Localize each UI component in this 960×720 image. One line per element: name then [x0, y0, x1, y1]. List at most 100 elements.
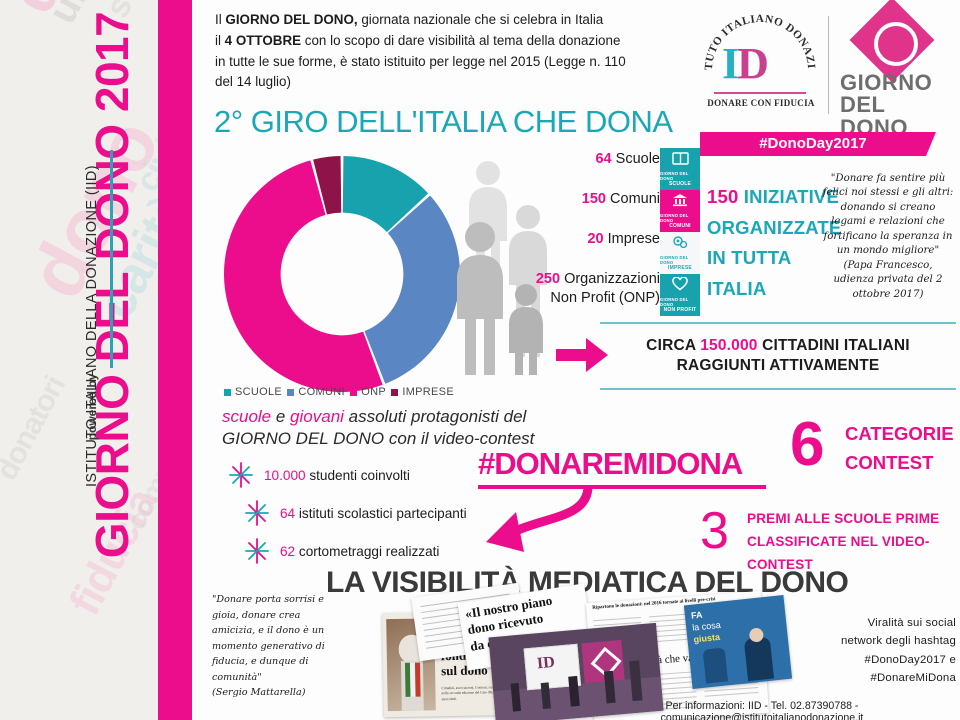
legend-item: SCUOLE — [224, 386, 282, 398]
badge-prefix: GIORNO DEL DONO — [660, 170, 689, 181]
iid-monogram: ID — [722, 39, 769, 88]
badge-prefix: GIORNO DEL DONO — [660, 213, 689, 223]
iid-rule — [714, 92, 806, 94]
legend-swatch — [391, 388, 399, 396]
stat-label: Comuni — [610, 191, 660, 208]
bullet-row: 10.000 studenti coinvolti — [226, 456, 526, 494]
bullet-text: studenti coinvolti — [305, 467, 410, 483]
reach-rule-bottom — [600, 387, 956, 390]
asterisk-icon — [245, 500, 269, 526]
badge-prefix: GIORNO DEL DONO — [660, 255, 689, 265]
gd-line1: GIORNO — [840, 70, 933, 95]
logo-block: ISTITUTO ITALIANO DONAZIONE ID DONARE CO… — [700, 0, 952, 156]
legend-item: IMPRESE — [391, 386, 454, 398]
reach-number: 150.000 — [700, 337, 758, 354]
initiatives-block: 150 INIZIATIVE ORGANIZZATE IN TUTTA ITAL… — [707, 182, 852, 304]
reach-suffix: CITTADINI ITALIANI — [757, 337, 910, 354]
clipping-headline-3: giusta — [692, 631, 721, 645]
mattarella-quote: "Donare porta sorrisi e gioia, donare cr… — [212, 592, 332, 701]
stat-number: 150 — [581, 191, 606, 208]
legend-label: IMPRESE — [402, 386, 454, 398]
donut-slice-imprese — [313, 156, 342, 215]
badge-label: NON PROFIT — [663, 307, 697, 313]
donut-slice-onp — [223, 160, 383, 392]
institute-name: ISTITUTO ITALIANO DELLA DONAZIONE (IID) — [84, 164, 100, 488]
person-icon — [509, 284, 543, 397]
stat-badge-column: GIORNO DEL DONO SCUOLE GIORNO DEL DONO COMU… — [660, 148, 700, 316]
schools-line2: GIORNO DEL DONO con il video-contest — [222, 429, 535, 449]
badge-label: COMUNI — [669, 223, 691, 229]
initiatives-line2: ORGANIZZATE — [707, 216, 842, 238]
asterisk-icon — [229, 462, 253, 488]
schools-mid: e — [271, 407, 291, 426]
stat-badge-comuni: GIORNO DEL DONO COMUNI — [660, 190, 700, 232]
schools-word-scuole: scuole — [222, 407, 272, 426]
bullet-number: 10.000 — [264, 467, 306, 483]
press-clipping-photo: FA la cosa giusta — [683, 595, 793, 689]
donut-chart — [218, 150, 466, 398]
sidebar-background: dono ufficiale solidarietà dono carità c… — [0, 0, 158, 720]
curved-arrow-icon — [486, 485, 593, 552]
donut-chart-svg — [223, 156, 460, 392]
stat-badge-non-profit: GIORNO DEL DONO NON PROFIT — [660, 274, 700, 316]
stat-label-2: Non Profit (ONP) — [550, 289, 660, 306]
watermark-word: donatori — [0, 371, 72, 486]
initiatives-number: 150 — [707, 186, 739, 207]
person-icon — [457, 222, 503, 379]
legend-label: ONP — [361, 386, 386, 398]
gears-icon — [672, 235, 688, 254]
bullet-row: 64 istituti scolastici partecipanti — [226, 494, 526, 532]
iid-arc-text: ISTITUTO ITALIANO DONAZIONE — [704, 14, 816, 71]
stat-item: 20 Imprese — [470, 230, 660, 248]
contact-line: Per informazioni: IID - Tel. 02.87390788… — [660, 700, 864, 720]
hashtag-donaremidona: #DONAREMIDONA — [478, 446, 743, 481]
people-silhouettes — [448, 155, 578, 397]
intro-l2b: 4 OTTOBRE — [224, 32, 302, 48]
intro-l1b: GIORNO DEL DONO, — [225, 12, 358, 27]
heart-icon — [672, 276, 688, 296]
legend-swatch — [287, 388, 295, 396]
mattarella-quote-source: (Sergio Mattarella) — [212, 687, 306, 699]
contest-six-l2: CONTEST — [845, 451, 934, 473]
contest-six-l1: CATEGORIE — [845, 423, 954, 444]
iid-logo: ISTITUTO ITALIANO DONAZIONE ID DONARE CO… — [700, 10, 820, 122]
media-heading: LA VISIBILITÀ MEDIATICA DEL DONO — [326, 566, 849, 599]
bullet-text: istituti scolastici partecipanti — [295, 505, 467, 521]
stat-item: 64 Scuole — [470, 150, 660, 168]
stat-label: Organizzazioni — [564, 271, 660, 288]
contest-six-number: 6 — [790, 410, 825, 479]
legend-swatch — [350, 388, 358, 396]
initiatives-word: INIZIATIVE — [738, 186, 839, 207]
clipping-headline-1: FA — [690, 609, 703, 621]
stat-number: 20 — [587, 231, 604, 248]
reach-rule-top — [600, 322, 956, 324]
badge-label: SCUOLE — [668, 180, 692, 187]
bank-icon — [672, 193, 688, 212]
stat-badge-scuole: GIORNO DEL DONO SCUOLE — [660, 148, 700, 190]
contest-three-text: PREMI ALLE SCUOLE PRIME CLASSIFICATE NEL… — [747, 508, 960, 577]
schools-bullets: 10.000 studenti coinvolti 64 istituti sco… — [226, 456, 526, 570]
stat-label: Scuole — [615, 151, 660, 167]
reach-text: CIRCA 150.000 CITTADINI ITALIANI RAGGIUN… — [600, 324, 956, 388]
section-heading-giro: 2° GIRO DELL'ITALIA CHE DONA — [214, 104, 673, 139]
giorno-del-dono-logo: GIORNO DEL DONO — [840, 0, 952, 139]
logo-divider — [828, 16, 829, 114]
stat-number: 64 — [595, 151, 612, 167]
stat-item: 250 Organizzazioni Non Profit (ONP) — [470, 270, 660, 306]
intro-paragraph: Il GIORNO DEL DONO, giornata nazionale c… — [215, 10, 695, 93]
asterisk-icon — [245, 538, 269, 564]
schools-intro: scuole e giovani assoluti protagonisti d… — [222, 406, 552, 451]
pink-accent-strip — [158, 0, 192, 720]
mattarella-quote-text: "Donare porta sorrisi e gioia, donare cr… — [212, 594, 325, 683]
viral-text: Viralità sui social network degli hashta… — [840, 617, 956, 685]
legend-item: COMUNI — [287, 386, 345, 398]
contest-six-text: CATEGORIE CONTEST — [845, 420, 954, 477]
bullet-text: cortometraggi realizzati — [295, 543, 440, 559]
stat-label: Imprese — [607, 231, 660, 248]
contest-three-number: 3 — [700, 502, 729, 560]
stat-badge-imprese: GIORNO DEL DONO IMPRESE — [660, 232, 700, 274]
legend-item: ONP — [350, 386, 386, 398]
badge-label: IMPRESE — [668, 265, 692, 271]
clipping-headline-2: la cosa — [691, 619, 722, 633]
